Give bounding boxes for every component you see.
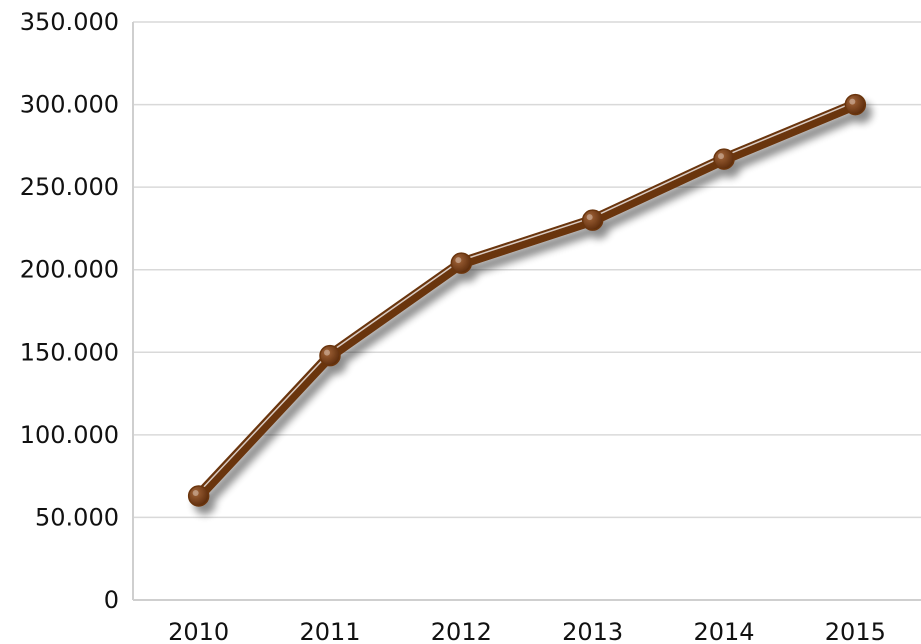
y-tick-label: 100.000 — [20, 421, 119, 449]
data-point — [187, 485, 210, 507]
data-point-highlight — [455, 257, 462, 264]
data-point — [713, 148, 735, 170]
series-line-path — [193, 99, 861, 502]
data-point — [844, 93, 867, 116]
series-line — [187, 93, 867, 507]
data-point-highlight — [586, 214, 593, 221]
x-axis-tick-labels: 2010 2011 2012 2013 2014 2015 — [168, 618, 886, 644]
data-point-highlight — [849, 98, 856, 105]
data-point — [450, 252, 473, 274]
x-tick-label: 2011 — [299, 618, 360, 644]
y-tick-label: 150.000 — [20, 338, 119, 366]
y-tick-label: 350.000 — [20, 8, 119, 36]
axes — [132, 22, 921, 601]
x-tick-label: 2010 — [168, 618, 229, 644]
data-point — [319, 344, 341, 367]
y-axis-tick-labels: 0 50.000 100.000 150.000 200.000 250.000 300.0… — [20, 8, 119, 614]
y-tick-label: 50.000 — [35, 503, 119, 531]
y-tick-label: 300.000 — [20, 91, 119, 119]
x-tick-label: 2013 — [562, 618, 623, 644]
y-tick-label: 200.000 — [20, 256, 119, 284]
gridlines — [133, 21, 921, 519]
data-point-highlight — [192, 489, 199, 496]
y-tick-label: 0 — [104, 586, 119, 614]
data-point-highlight — [324, 349, 330, 356]
data-point — [581, 209, 604, 231]
x-tick-label: 2014 — [693, 618, 754, 644]
data-point-highlight — [718, 153, 724, 160]
y-tick-label: 250.000 — [20, 173, 119, 201]
x-tick-label: 2012 — [431, 618, 492, 644]
series-line-highlight — [197, 101, 855, 495]
x-tick-label: 2015 — [825, 618, 886, 644]
